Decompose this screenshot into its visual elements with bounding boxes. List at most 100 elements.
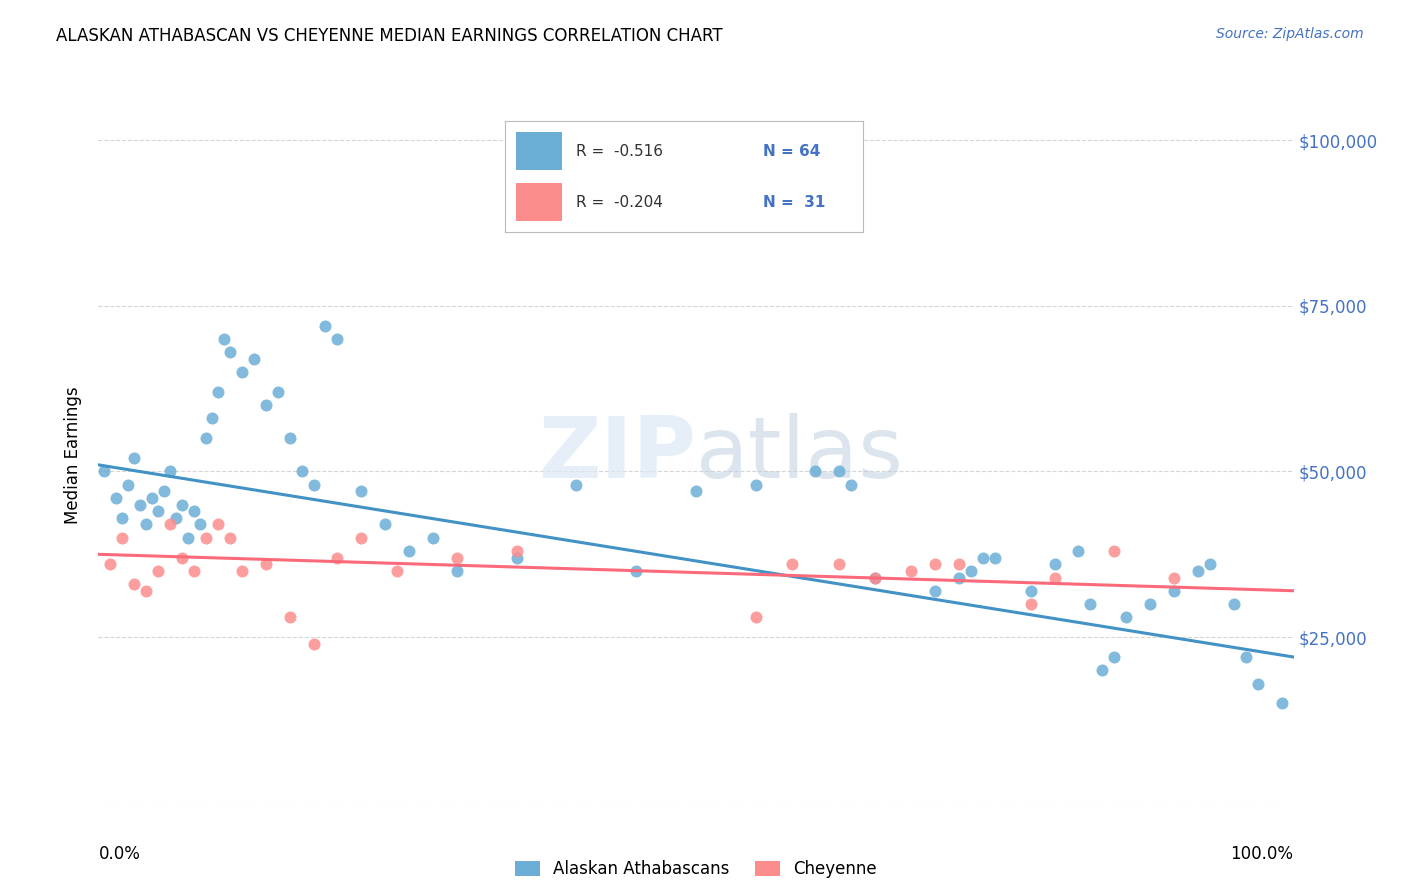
Text: atlas: atlas: [696, 413, 904, 497]
Point: [219, 531, 242, 545]
Point: [745, 610, 768, 624]
Text: ALASKAN ATHABASCAN VS CHEYENNE MEDIAN EARNINGS CORRELATION CHART: ALASKAN ATHABASCAN VS CHEYENNE MEDIAN EA…: [56, 27, 723, 45]
Point: [159, 465, 181, 479]
Point: [201, 411, 224, 425]
Point: [745, 477, 768, 491]
Point: [828, 558, 851, 572]
Point: [302, 637, 325, 651]
Point: [183, 564, 205, 578]
Point: [374, 517, 396, 532]
Point: [148, 564, 170, 578]
Point: [93, 465, 115, 479]
Point: [111, 531, 134, 545]
Point: [685, 484, 707, 499]
Legend: Alaskan Athabascans, Cheyenne: Alaskan Athabascans, Cheyenne: [509, 854, 883, 885]
Point: [302, 477, 325, 491]
Point: [1080, 597, 1102, 611]
Point: [1043, 570, 1066, 584]
Point: [1163, 583, 1185, 598]
Point: [924, 558, 946, 572]
Point: [219, 345, 242, 359]
Point: [315, 318, 337, 333]
Point: [188, 517, 211, 532]
Text: ZIP: ZIP: [538, 413, 696, 497]
Point: [948, 558, 970, 572]
Point: [1019, 583, 1042, 598]
Point: [828, 465, 851, 479]
Point: [1222, 597, 1246, 611]
Point: [254, 398, 277, 412]
Point: [135, 583, 157, 598]
Point: [326, 332, 349, 346]
Point: [183, 504, 205, 518]
Point: [98, 558, 122, 572]
Point: [1115, 610, 1137, 624]
Point: [177, 531, 200, 545]
Point: [959, 564, 981, 578]
Point: [1271, 697, 1294, 711]
Point: [565, 477, 588, 491]
Point: [1198, 558, 1220, 572]
Point: [1139, 597, 1161, 611]
Point: [506, 544, 529, 558]
Point: [863, 570, 887, 584]
Point: [135, 517, 157, 532]
Point: [948, 570, 970, 584]
Point: [804, 465, 827, 479]
Point: [231, 365, 253, 379]
Point: [159, 517, 181, 532]
Point: [350, 531, 373, 545]
Point: [398, 544, 420, 558]
Text: 100.0%: 100.0%: [1230, 845, 1294, 863]
Text: 0.0%: 0.0%: [98, 845, 141, 863]
Point: [124, 451, 146, 466]
Point: [326, 550, 349, 565]
Point: [446, 564, 468, 578]
Point: [984, 550, 1007, 565]
Point: [506, 550, 529, 565]
Point: [129, 498, 152, 512]
Point: [1019, 597, 1042, 611]
Point: [172, 550, 194, 565]
Point: [207, 384, 229, 399]
Point: [446, 550, 468, 565]
Point: [1091, 663, 1114, 677]
Y-axis label: Median Earnings: Median Earnings: [65, 386, 83, 524]
Point: [141, 491, 163, 505]
Point: [780, 558, 803, 572]
Point: [194, 431, 218, 445]
Point: [972, 550, 994, 565]
Point: [194, 531, 218, 545]
Point: [254, 558, 277, 572]
Point: [350, 484, 373, 499]
Point: [1234, 650, 1257, 665]
Point: [1102, 544, 1125, 558]
Point: [148, 504, 170, 518]
Point: [212, 332, 235, 346]
Point: [124, 577, 146, 591]
Point: [1187, 564, 1209, 578]
Point: [290, 465, 312, 479]
Point: [1246, 676, 1268, 690]
Point: [1067, 544, 1090, 558]
Point: [243, 351, 266, 366]
Point: [1043, 558, 1066, 572]
Point: [278, 610, 301, 624]
Point: [385, 564, 409, 578]
Point: [111, 511, 134, 525]
Point: [924, 583, 946, 598]
Text: Source: ZipAtlas.com: Source: ZipAtlas.com: [1216, 27, 1364, 41]
Point: [1102, 650, 1125, 665]
Point: [267, 384, 290, 399]
Point: [165, 511, 187, 525]
Point: [207, 517, 229, 532]
Point: [172, 498, 194, 512]
Point: [863, 570, 887, 584]
Point: [153, 484, 176, 499]
Point: [422, 531, 444, 545]
Point: [626, 564, 648, 578]
Point: [278, 431, 301, 445]
Point: [117, 477, 139, 491]
Point: [105, 491, 128, 505]
Point: [841, 477, 863, 491]
